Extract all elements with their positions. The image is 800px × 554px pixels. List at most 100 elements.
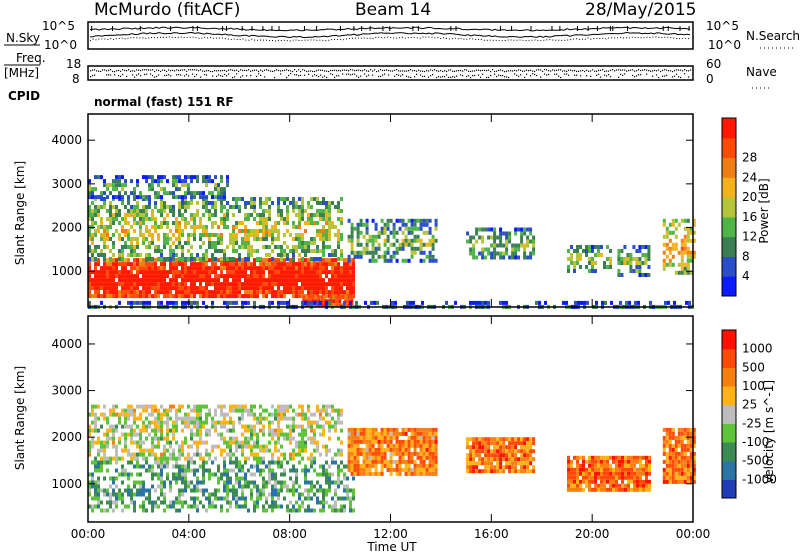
- echo-cell: [292, 282, 295, 287]
- echo-cell: [520, 437, 524, 442]
- echo-cell: [286, 504, 289, 509]
- echo-cell: [362, 222, 366, 227]
- echo-cell: [190, 195, 193, 200]
- echo-cell: [665, 230, 669, 235]
- echo-cell: [256, 237, 259, 241]
- echo-cell: [139, 270, 142, 275]
- echo-cell: [641, 261, 645, 265]
- freq-point: [110, 69, 112, 71]
- nave-point: [532, 73, 534, 75]
- echo-cell: [247, 290, 250, 295]
- echo-cell: [199, 432, 202, 437]
- echo-cell: [223, 221, 226, 225]
- echo-cell: [570, 261, 573, 265]
- echo-cell: [142, 452, 145, 457]
- echo-cell: [392, 431, 396, 436]
- echo-cell: [298, 241, 301, 245]
- echo-cell: [232, 266, 235, 271]
- nave-point: [432, 74, 434, 76]
- echo-cell: [502, 453, 506, 458]
- echo-cell: [591, 475, 594, 480]
- echo-cell: [283, 201, 286, 205]
- colorbar-tick-label: 24: [742, 170, 757, 184]
- echo-cell: [97, 213, 100, 217]
- echo-cell: [310, 290, 313, 295]
- freq-point: [492, 69, 494, 71]
- echo-cell: [277, 480, 280, 485]
- echo-cell: [496, 445, 500, 450]
- echo-cell: [392, 459, 396, 464]
- freq-point: [552, 69, 554, 71]
- echo-cell: [362, 234, 366, 239]
- echo-cell: [355, 300, 358, 305]
- freq-point: [166, 70, 168, 73]
- echo-cell: [124, 286, 127, 291]
- echo-cell: [292, 448, 295, 453]
- echo-cell: [337, 480, 340, 485]
- freq-point: [310, 70, 312, 72]
- echo-cell: [410, 218, 414, 223]
- echo-cell: [214, 278, 217, 283]
- echo-cell: [319, 237, 322, 241]
- nave-point: [146, 73, 148, 75]
- echo-cell: [328, 201, 331, 205]
- echo-cell: [220, 476, 223, 481]
- echo-cell: [295, 468, 298, 473]
- echo-cell: [368, 459, 372, 464]
- echo-cell: [307, 241, 310, 245]
- echo-cell: [142, 492, 145, 497]
- echo-cell: [148, 241, 151, 245]
- echo-cell: [220, 424, 223, 429]
- echo-cell: [265, 282, 268, 287]
- echo-cell: [359, 427, 363, 432]
- echo-cell: [229, 500, 232, 505]
- echo-cell: [316, 480, 319, 485]
- nave-point: [506, 76, 508, 78]
- echo-cell: [434, 258, 438, 263]
- echo-cell: [591, 467, 594, 472]
- echo-cell: [386, 238, 390, 243]
- echo-cell: [362, 463, 366, 468]
- echo-cell: [133, 504, 136, 509]
- echo-cell: [340, 448, 343, 453]
- echo-cell: [508, 441, 512, 446]
- echo-cell: [280, 282, 283, 287]
- echo-cell: [97, 262, 100, 267]
- echo-cell: [214, 233, 217, 237]
- echo-cell: [145, 237, 148, 241]
- echo-cell: [247, 508, 250, 513]
- echo-cell: [365, 447, 369, 452]
- echo-cell: [274, 282, 277, 287]
- echo-cell: [478, 469, 482, 474]
- echo-cell: [121, 278, 124, 283]
- freq-point: [214, 70, 216, 72]
- echo-cell: [157, 282, 160, 287]
- echo-cell: [469, 449, 473, 454]
- echo-cell: [235, 488, 238, 493]
- echo-cell: [283, 286, 286, 291]
- echo-cell: [145, 404, 148, 409]
- echo-cell: [232, 452, 235, 457]
- echo-cell: [88, 217, 91, 221]
- freq-point: [354, 70, 356, 72]
- echo-cell: [205, 274, 208, 279]
- freq-point: [534, 70, 536, 73]
- echo-cell: [175, 476, 178, 481]
- echo-cell: [588, 249, 591, 253]
- freq-point: [680, 69, 682, 71]
- echo-cell: [160, 436, 163, 441]
- echo-cell: [211, 191, 214, 196]
- date-title: 28/May/2015: [585, 0, 697, 20]
- echo-cell: [286, 217, 289, 221]
- nave-point: [502, 74, 504, 77]
- echo-cell: [106, 217, 109, 221]
- freq-point: [658, 69, 660, 71]
- echo-cell: [337, 286, 340, 291]
- echo-cell: [295, 424, 298, 429]
- echo-cell: [103, 488, 106, 493]
- echo-cell: [484, 255, 488, 260]
- echo-cell: [419, 443, 423, 448]
- echo-cell: [211, 221, 214, 225]
- echo-cell: [196, 468, 199, 473]
- echo-cell: [133, 237, 136, 241]
